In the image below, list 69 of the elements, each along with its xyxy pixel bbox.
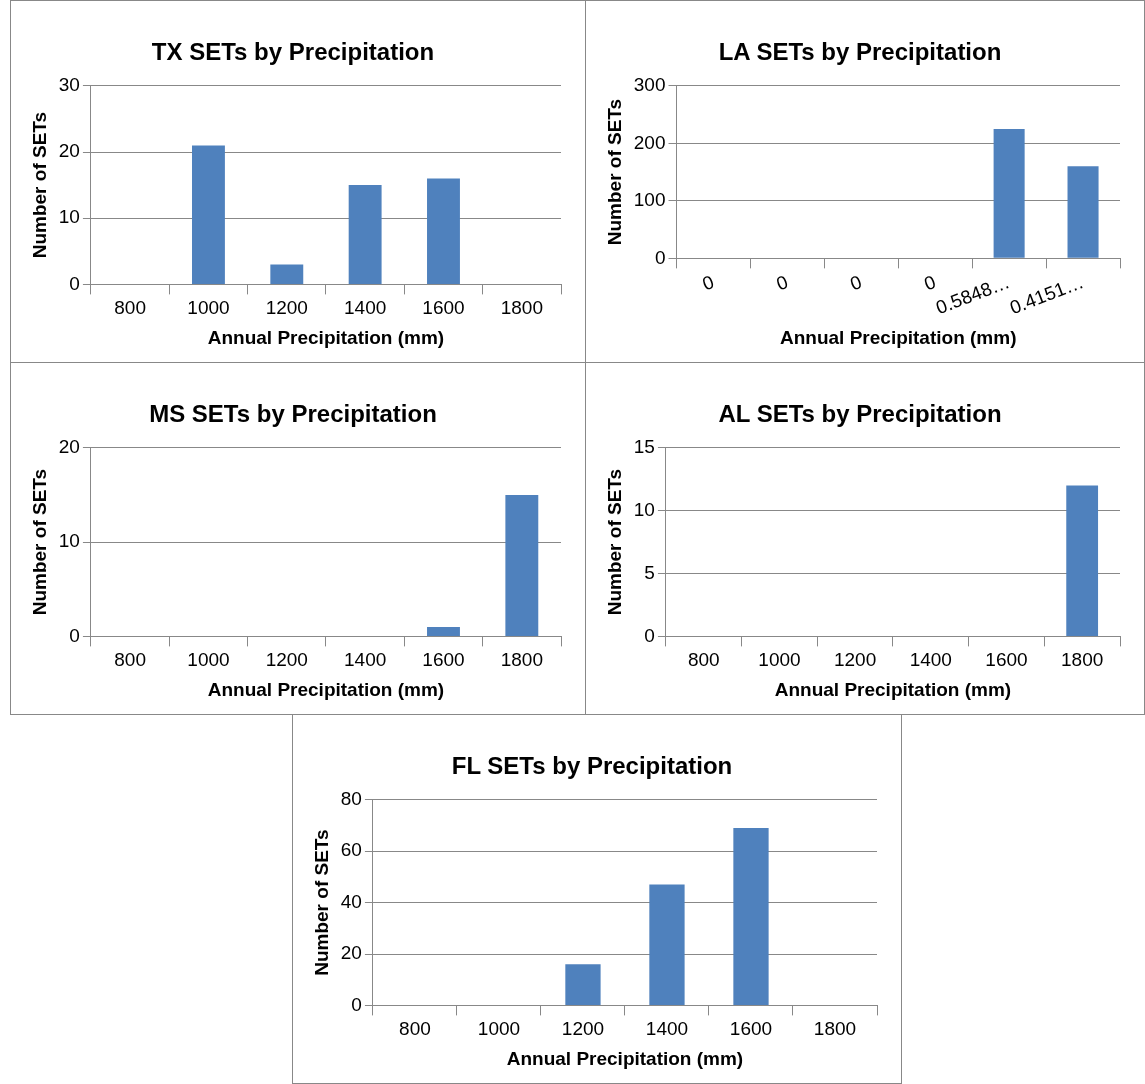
x-axis-title: Annual Precipitation (mm) xyxy=(774,678,1012,700)
bar xyxy=(192,145,225,284)
x-tick-label: 1600 xyxy=(729,1018,773,1040)
x-tick-label: 1400 xyxy=(344,297,387,319)
x-tick-label: 1200 xyxy=(561,1018,605,1040)
x-tick-label: 1800 xyxy=(813,1018,857,1040)
y-tick-label: 20 xyxy=(58,140,80,162)
chart-title: FL SETs by Precipitation xyxy=(451,752,733,780)
x-axis-title: Annual Precipitation (mm) xyxy=(207,678,445,700)
x-tick-label: 0 xyxy=(699,271,717,295)
x-axis-title: Annual Precipitation (mm) xyxy=(780,326,1017,348)
x-tick-label: 0 xyxy=(847,271,865,295)
x-tick-label: 800 xyxy=(399,1018,431,1040)
x-tick-label: 1200 xyxy=(265,297,308,319)
x-tick-label: 1200 xyxy=(833,649,877,671)
bar xyxy=(270,264,304,284)
x-tick-label: 1000 xyxy=(758,649,801,671)
x-tick-label: 1400 xyxy=(344,649,387,671)
chart-title: MS SETs by Precipitation xyxy=(149,400,437,428)
chart-title: AL SETs by Precipitation xyxy=(718,400,1002,428)
y-tick-label: 5 xyxy=(644,561,655,583)
x-tick-label: 1600 xyxy=(422,297,465,319)
y-tick-label: 0 xyxy=(69,624,80,646)
y-tick-label: 15 xyxy=(633,436,655,458)
x-tick-label: 800 xyxy=(687,649,720,671)
x-tick-label: 800 xyxy=(114,649,146,671)
y-axis-title: Number of SETs xyxy=(28,468,50,616)
x-axis-title: Annual Precipitation (mm) xyxy=(207,326,445,348)
y-tick-label: 0 xyxy=(351,993,362,1015)
y-tick-label: 10 xyxy=(58,530,80,552)
chart-title: TX SETs by Precipitation xyxy=(151,38,435,66)
y-tick-label: 300 xyxy=(633,74,666,96)
y-tick-label: 100 xyxy=(633,189,666,211)
y-tick-label: 40 xyxy=(340,890,362,912)
y-tick-label: 80 xyxy=(340,788,362,810)
x-tick-label: 1600 xyxy=(422,649,465,671)
x-tick-label: 0 xyxy=(921,271,939,295)
y-axis-title: Number of SETs xyxy=(603,98,625,246)
bar xyxy=(348,185,382,284)
chart-title: LA SETs by Precipitation xyxy=(718,38,1002,66)
x-tick-label: 1600 xyxy=(985,649,1028,671)
x-tick-label: 1400 xyxy=(645,1018,689,1040)
y-axis-title: Number of SETs xyxy=(603,468,625,616)
bar xyxy=(649,884,685,1005)
y-tick-label: 0 xyxy=(654,246,666,268)
x-tick-label: 1400 xyxy=(909,649,952,671)
bar xyxy=(733,828,769,1005)
y-axis-title: Number of SETs xyxy=(28,111,50,259)
y-tick-label: 200 xyxy=(633,131,666,153)
y-tick-label: 10 xyxy=(633,498,655,520)
y-tick-label: 10 xyxy=(58,206,80,228)
x-tick-label: 1000 xyxy=(477,1018,521,1040)
x-tick-label: 1000 xyxy=(187,297,230,319)
y-tick-label: 30 xyxy=(58,74,80,96)
y-tick-label: 60 xyxy=(340,839,362,861)
x-tick-label: 1200 xyxy=(265,649,308,671)
y-axis-title: Number of SETs xyxy=(310,829,332,976)
bar xyxy=(427,178,460,284)
x-axis-title: Annual Precipitation (mm) xyxy=(506,1047,744,1069)
y-tick-label: 0 xyxy=(644,624,655,646)
x-tick-label: 1800 xyxy=(500,649,543,671)
x-tick-label: 1000 xyxy=(187,649,230,671)
x-tick-label: 0 xyxy=(773,271,791,295)
y-tick-label: 20 xyxy=(58,436,80,458)
x-tick-label: 1800 xyxy=(1061,649,1104,671)
x-tick-label: 800 xyxy=(114,297,146,319)
y-tick-label: 20 xyxy=(340,942,362,964)
x-tick-label: 1800 xyxy=(500,297,543,319)
bar xyxy=(565,964,601,1005)
